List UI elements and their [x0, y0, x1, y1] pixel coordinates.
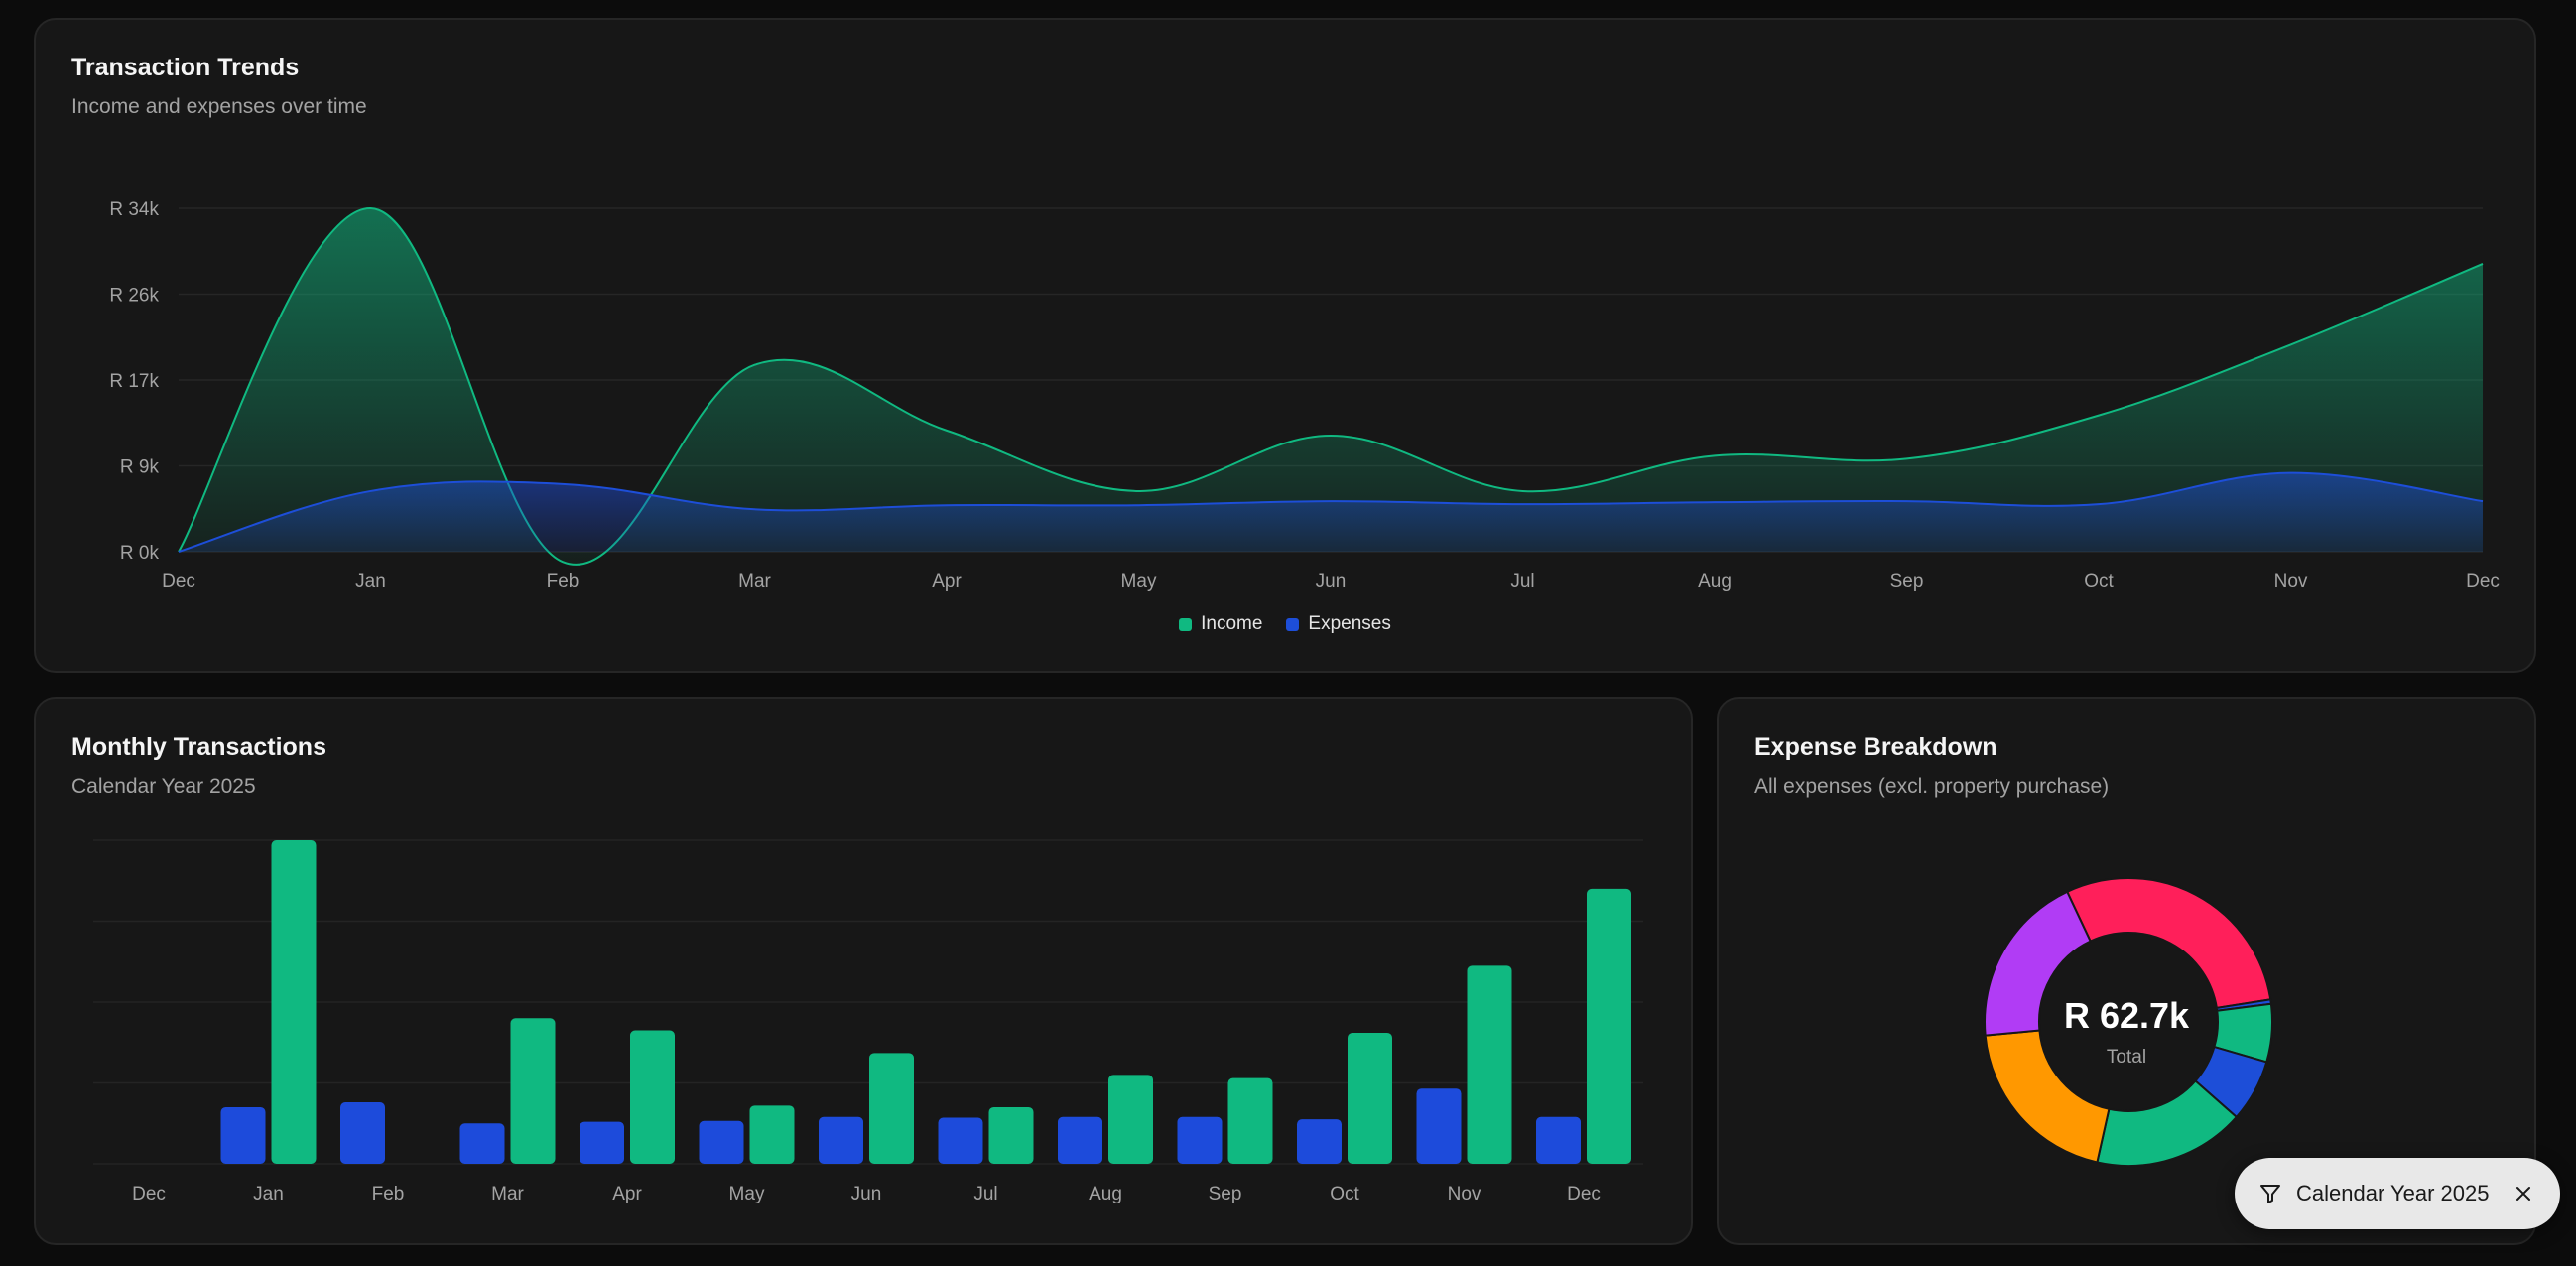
breakdown-subtitle: All expenses (excl. property purchase) [1754, 775, 2110, 798]
transaction-trends-card: Transaction Trends Income and expenses o… [34, 18, 2536, 673]
trends-y-tick-label: R 34k [109, 199, 159, 220]
monthly-subtitle: Calendar Year 2025 [71, 775, 256, 798]
monthly-bar-expenses[interactable] [938, 1117, 983, 1164]
monthly-bar-expenses[interactable] [699, 1120, 744, 1164]
monthly-bar-income[interactable] [630, 1030, 675, 1164]
monthly-bar-income[interactable] [749, 1105, 795, 1164]
trends-x-tick-label: Nov [2274, 571, 2308, 592]
monthly-x-tick-label: Feb [372, 1184, 405, 1204]
monthly-x-tick-label: Mar [491, 1184, 524, 1204]
monthly-transactions-card: Monthly Transactions Calendar Year 2025 … [34, 697, 1693, 1245]
expense-breakdown-card: Expense Breakdown All expenses (excl. pr… [1717, 697, 2536, 1245]
monthly-title: Monthly Transactions [71, 733, 326, 761]
filter-chip-label: Calendar Year 2025 [2296, 1181, 2490, 1205]
close-icon[interactable] [2513, 1184, 2533, 1203]
monthly-x-tick-label: Jul [973, 1184, 997, 1204]
monthly-x-tick-label: Aug [1089, 1184, 1122, 1204]
donut-slice[interactable] [2065, 877, 2272, 1010]
legend-label-expenses: Expenses [1308, 613, 1391, 634]
monthly-bar-expenses[interactable] [1297, 1119, 1342, 1164]
monthly-x-tick-label: Jun [851, 1184, 882, 1204]
trends-x-tick-label: Jul [1510, 571, 1534, 592]
legend-swatch-expenses [1286, 617, 1300, 631]
calendar-year-filter-chip[interactable]: Calendar Year 2025 [2235, 1158, 2560, 1229]
trends-x-tick-label: Mar [738, 571, 771, 592]
trends-x-tick-label: Dec [162, 571, 195, 592]
monthly-x-tick-label: Oct [1330, 1184, 1359, 1204]
breakdown-title: Expense Breakdown [1754, 733, 1997, 761]
monthly-bar-income[interactable] [1587, 888, 1631, 1164]
monthly-bar-income[interactable] [1227, 1077, 1273, 1164]
monthly-bar-expenses[interactable] [1416, 1088, 1462, 1164]
trends-title: Transaction Trends [71, 54, 300, 81]
monthly-bar-income[interactable] [510, 1018, 556, 1164]
monthly-x-tick-label: Jan [253, 1184, 284, 1204]
donut-total-value: R 62.7k [2063, 995, 2190, 1036]
monthly-x-tick-label: May [729, 1184, 765, 1204]
trends-line-income [178, 206, 2484, 566]
monthly-bar-expenses[interactable] [1058, 1116, 1102, 1164]
donut-total-label: Total [2106, 1047, 2147, 1068]
trends-x-tick-label: Jun [1316, 571, 1347, 592]
trends-x-tick-label: May [1121, 571, 1157, 592]
monthly-bar-expenses[interactable] [1536, 1116, 1581, 1164]
legend-swatch-income [1179, 617, 1193, 631]
trends-x-tick-label: Aug [1698, 571, 1732, 592]
trends-legend: Income Expenses [36, 613, 2534, 635]
monthly-bar-expenses[interactable] [459, 1123, 505, 1164]
trends-y-tick-label: R 0k [120, 543, 160, 564]
monthly-x-tick-label: Nov [1448, 1184, 1481, 1204]
trends-y-tick-label: R 17k [109, 371, 159, 392]
legend-item-income[interactable]: Income [1179, 613, 1262, 635]
trends-x-tick-label: Oct [2084, 571, 2114, 592]
trends-y-tick-label: R 26k [109, 286, 159, 307]
monthly-bar-income[interactable] [988, 1106, 1034, 1164]
transaction-trends-chart: R 0k R 9k R 17k R 26k R 34k Dec Jan Feb Mar Apr M… [109, 199, 2500, 592]
trends-x-tick-label: Dec [2466, 571, 2500, 592]
trends-x-tick-label: Sep [1890, 571, 1924, 592]
monthly-bar-expenses[interactable] [580, 1121, 624, 1164]
trends-subtitle: Income and expenses over time [71, 95, 367, 118]
monthly-bar-expenses[interactable] [220, 1106, 266, 1164]
trends-area-expenses [179, 472, 2483, 552]
trends-x-tick-label: Jan [355, 571, 386, 592]
monthly-transactions-chart: Dec Jan Feb Mar Apr May Jun Jul Aug Sep Oct Nov Dec [93, 839, 1643, 1204]
trends-y-tick-label: R 9k [120, 457, 160, 478]
filter-icon [2260, 1185, 2280, 1203]
monthly-bar-expenses[interactable] [340, 1102, 385, 1164]
expense-breakdown-donut [1984, 877, 2273, 1167]
donut-slice[interactable] [1984, 890, 2092, 1037]
monthly-bar-income[interactable] [1348, 1032, 1392, 1164]
monthly-x-tick-label: Dec [132, 1184, 166, 1204]
monthly-bar-income[interactable] [869, 1053, 914, 1164]
monthly-x-tick-label: Dec [1567, 1184, 1601, 1204]
trends-area-income [179, 207, 2483, 565]
legend-item-expenses[interactable]: Expenses [1286, 613, 1391, 635]
monthly-bar-expenses[interactable] [1177, 1116, 1223, 1164]
monthly-x-tick-label: Sep [1209, 1184, 1242, 1204]
trends-x-tick-label: Feb [547, 571, 580, 592]
monthly-bar-income[interactable] [1108, 1075, 1153, 1164]
monthly-bar-expenses[interactable] [819, 1116, 863, 1164]
monthly-x-tick-label: Apr [612, 1184, 642, 1204]
trends-line-expenses [178, 471, 2484, 553]
legend-label-income: Income [1201, 613, 1263, 634]
monthly-bar-income[interactable] [271, 840, 317, 1164]
monthly-bar-income[interactable] [1467, 965, 1512, 1164]
trends-x-tick-label: Apr [932, 571, 962, 592]
